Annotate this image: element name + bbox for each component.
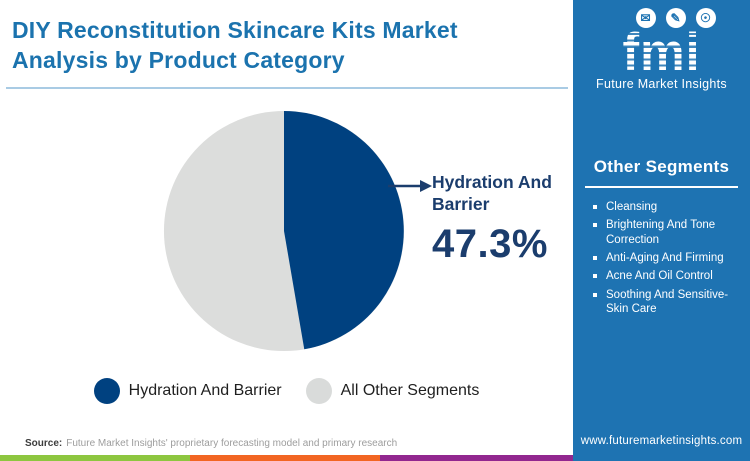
callout-value: 47.3%	[432, 221, 548, 266]
other-segments-divider	[585, 186, 738, 188]
list-item: Soothing And Sensitive-Skin Care	[591, 288, 738, 317]
legend-swatch-blue-icon	[93, 378, 120, 404]
map-icon: ✉	[635, 8, 656, 28]
logo-icons: ✉ ✎ ☉	[601, 8, 750, 28]
source-line: Source: Future Market Insights' proprieta…	[25, 438, 397, 449]
callout-label: Hydration And Barrier	[432, 172, 552, 214]
strip-green	[0, 455, 190, 461]
legend-swatch-gray-icon	[305, 378, 332, 404]
list-item: Cleansing	[591, 200, 738, 215]
legend-entry-hydration: Hydration And Barrier	[93, 378, 282, 404]
legend-label: Hydration And Barrier	[128, 382, 282, 399]
pie-callout: Hydration And Barrier 47.3%	[432, 172, 567, 267]
chart-area: DIY Reconstitution Skincare Kits Market …	[0, 0, 573, 461]
chart-legend: Hydration And Barrier All Other Segments	[0, 378, 573, 404]
other-segments-section: Other Segments Cleansing Brightening And…	[573, 157, 750, 317]
legend-label: All Other Segments	[340, 382, 480, 399]
header: DIY Reconstitution Skincare Kits Market …	[0, 0, 573, 76]
other-segments-title: Other Segments	[593, 157, 730, 176]
page-title: DIY Reconstitution Skincare Kits Market …	[12, 17, 458, 73]
bottom-color-strips	[0, 455, 573, 461]
source-label: Source:	[25, 438, 63, 449]
other-segments-list: Cleansing Brightening And Tone Correctio…	[585, 200, 738, 317]
callout-arrow-icon	[388, 180, 432, 192]
source-text: Future Market Insights' proprietary fore…	[66, 438, 398, 449]
website-link[interactable]: www.futuremarketinsights.com	[580, 435, 743, 447]
strip-orange	[190, 455, 380, 461]
list-item: Anti-Aging And Firming	[591, 251, 738, 266]
strip-purple	[380, 455, 573, 461]
pen-icon: ✎	[665, 8, 686, 28]
sidebar-panel: ✉ ✎ ☉ fmi Future Market Insights Other S…	[573, 0, 750, 461]
legend-entry-other: All Other Segments	[305, 378, 480, 404]
logo-brand-name: Future Market Insights	[596, 77, 727, 91]
pie-slice-hydration-barrier	[284, 110, 404, 350]
pie-chart	[161, 108, 407, 354]
list-item: Brightening And Tone Correction	[591, 218, 738, 247]
pie-chart-svg	[163, 110, 405, 352]
list-item: Acne And Oil Control	[591, 269, 738, 284]
fmi-logo: ✉ ✎ ☉ fmi Future Market Insights	[573, 0, 750, 91]
header-divider	[6, 87, 568, 89]
globe-icon: ☉	[695, 8, 716, 28]
logo-wordmark: fmi	[622, 22, 701, 82]
